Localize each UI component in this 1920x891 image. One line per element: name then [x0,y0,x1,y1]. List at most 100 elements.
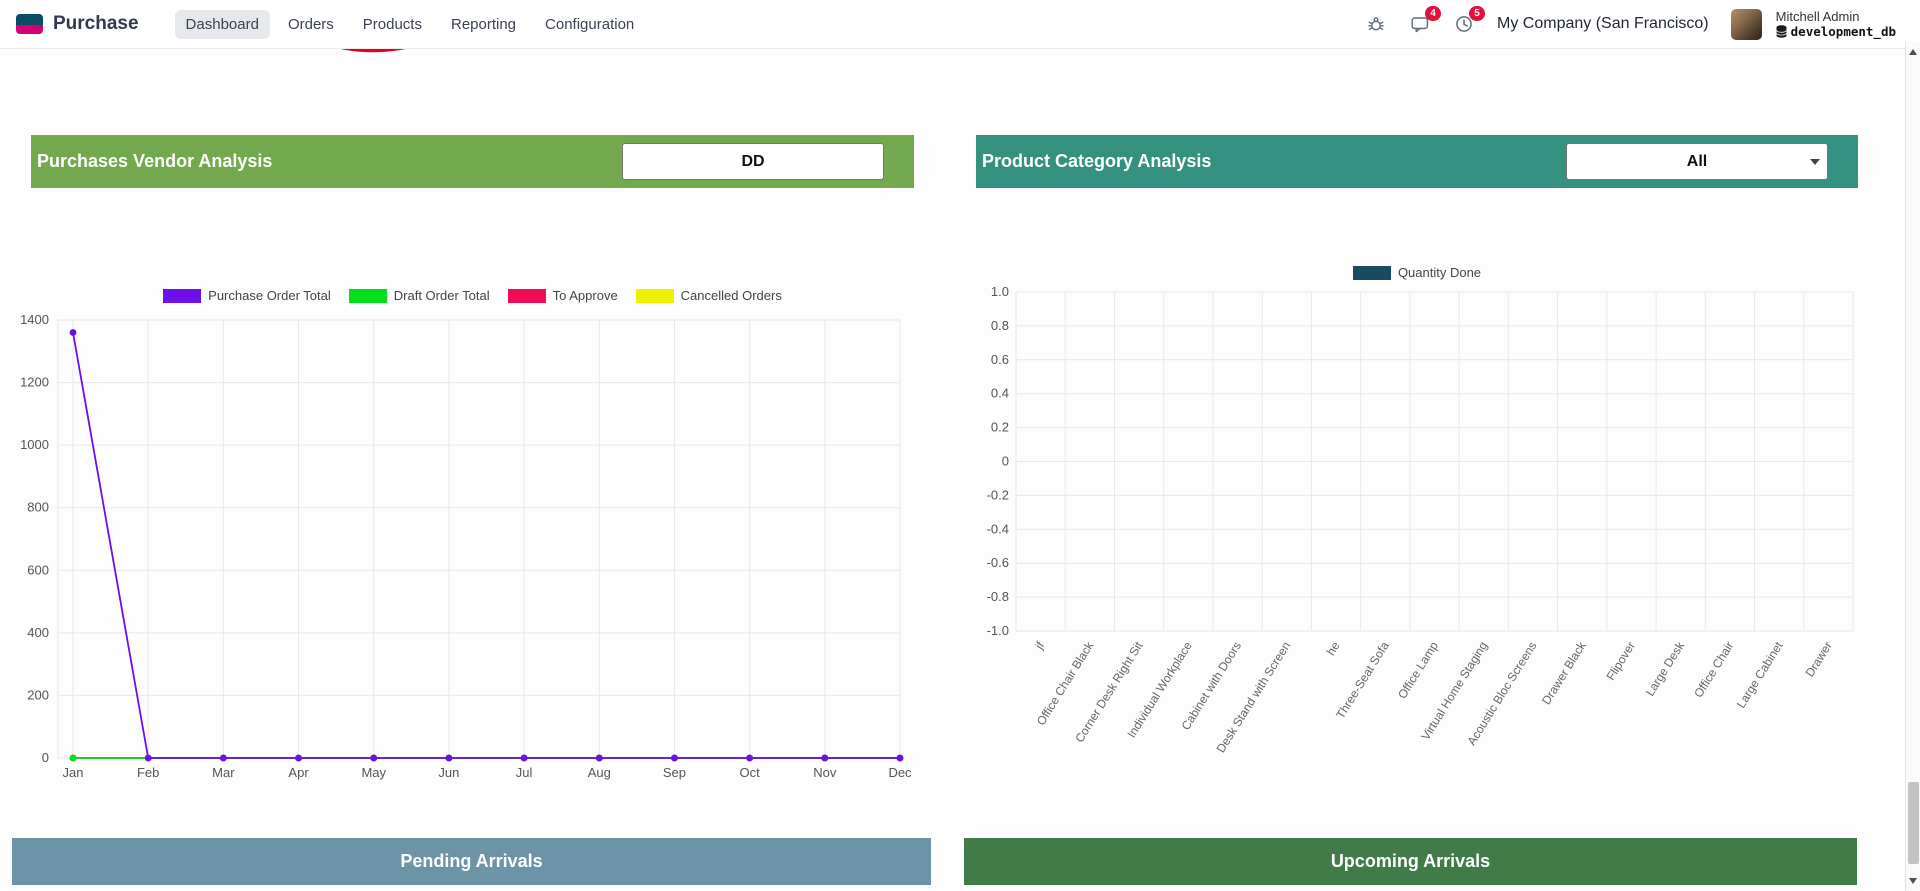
category-chart-legend: Quantity Done [976,265,1858,280]
x-axis-label: Feb [137,765,159,780]
purchase-app-icon[interactable] [16,14,43,34]
scroll-down-arrow-icon[interactable] [1906,874,1920,888]
y-axis-label: 400 [27,625,49,640]
vendor-analysis-title: Purchases Vendor Analysis [37,151,273,171]
legend-item[interactable]: Purchase Order Total [163,288,331,303]
x-axis-label: Nov [813,765,837,780]
vendor-analysis-line-chart[interactable]: 0 200 400 600 800 1000 1200 1400 Jan Feb Mar Apr May… [8,310,921,790]
x-axis-label: Drawer [1803,639,1835,679]
category-filter-select[interactable]: All [1566,143,1828,180]
data-point [671,754,678,762]
data-point [520,754,528,762]
legend-swatch-icon [348,288,387,303]
data-point [370,754,378,762]
y-axis-label: 1200 [20,375,49,390]
category-analysis-bar-chart[interactable]: -1.0 -0.8 -0.6 -0.4 -0.2 0 0.2 0.4 0.6 0.8 1.0 jf Of… [976,284,1858,779]
scrollbar-thumb[interactable] [1908,782,1919,864]
activities-icon[interactable]: 5 [1453,6,1486,35]
bug-icon-svg [1368,17,1384,31]
legend-label: Purchase Order Total [208,288,331,303]
y-axis-label: 0.4 [991,386,1009,401]
upcoming-arrivals-header: Upcoming Arrivals [964,838,1857,885]
data-point [445,754,453,762]
company-switcher[interactable]: My Company (San Francisco) [1497,15,1709,32]
app-icon-bottom-band [16,24,43,34]
category-analysis-header: Product Category Analysis All [976,135,1858,188]
vendor-chart-legend: Purchase Order Total Draft Order Total To … [31,288,914,303]
menu-item-products[interactable]: Products [362,15,422,33]
x-axis-label: Apr [288,765,309,780]
x-axis-label: Jul [516,765,533,780]
clock-icon [1456,16,1472,32]
y-axis-label: 1000 [20,437,49,452]
app-name[interactable]: Purchase [53,13,139,34]
chat-bubble-icon [1411,16,1429,32]
x-axis-label: jf [1032,639,1048,653]
legend-item[interactable]: Quantity Done [1352,265,1481,280]
menu-item-configuration[interactable]: Configuration [545,15,635,33]
vendor-analysis-header: Purchases Vendor Analysis DD [31,135,914,188]
x-axis-label: Aug [588,765,611,780]
y-axis-label: 1400 [20,312,49,327]
legend-label: Cancelled Orders [680,288,782,303]
x-axis-label: Large Desk [1643,638,1688,698]
legend-label: To Approve [552,288,618,303]
legend-item[interactable]: To Approve [507,288,618,303]
legend-swatch-icon [507,288,546,303]
x-axis-label: Jan [63,765,84,780]
category-analysis-title: Product Category Analysis [982,151,1212,171]
y-axis-label: 1.0 [991,284,1009,299]
x-axis-label: Mar [212,765,235,780]
y-axis-label: 600 [27,562,49,577]
vendor-filter-select[interactable]: DD [622,143,884,180]
y-axis-label: -0.6 [987,555,1009,570]
y-axis-label: -0.8 [987,589,1009,604]
navbar-left: Purchase Dashboard Orders Products Repor… [16,0,645,48]
data-point [69,329,77,336]
y-axis-label: 800 [27,500,49,515]
database-name: development_db [1790,24,1896,40]
legend-item[interactable]: Draft Order Total [348,288,490,303]
x-axis-label: Sep [663,765,686,780]
activities-badge: 5 [1469,6,1486,21]
data-point [821,754,829,762]
x-axis-label: Flipover [1603,639,1637,683]
x-axis-label: he [1324,639,1343,658]
y-axis-label: 200 [27,687,49,702]
pending-arrivals-header: Pending Arrivals [12,838,931,885]
app-icon-top-band [16,14,43,25]
vertical-scrollbar[interactable] [1905,42,1920,891]
vendor-filter-value: DD [741,152,765,170]
user-menu[interactable]: Mitchell Admin development_db [1776,9,1896,40]
upcoming-arrivals-title: Upcoming Arrivals [1330,851,1491,871]
legend-item[interactable]: Cancelled Orders [635,288,782,303]
data-point [746,754,754,762]
top-navbar: Purchase Dashboard Orders Products Repor… [0,0,1920,49]
data-point [595,754,603,762]
data-point [144,754,152,762]
menu-item-dashboard[interactable]: Dashboard [174,9,270,39]
avatar[interactable] [1730,8,1762,40]
y-axis-label: 0.2 [991,420,1009,435]
messages-badge: 4 [1425,6,1442,21]
bug-icon[interactable] [1365,13,1387,35]
line-series [72,332,900,759]
legend-swatch-icon [635,288,674,303]
y-axis-label: 0.8 [991,318,1009,333]
menu-item-orders[interactable]: Orders [287,15,334,33]
scroll-up-arrow-icon[interactable] [1906,45,1920,59]
legend-label: Draft Order Total [393,288,490,303]
x-axis-label: May [361,765,386,780]
messages-icon[interactable]: 4 [1409,6,1442,35]
data-point [295,754,302,762]
x-axis-label: Office Lamp [1395,639,1441,701]
y-axis-label: 0.6 [991,352,1009,367]
data-point [219,754,227,762]
y-axis-label: -0.4 [987,521,1009,536]
legend-swatch-icon [1352,265,1391,280]
x-axis-label: Drawer Black [1539,638,1589,707]
x-axis-label: Oct [740,765,761,780]
database-icon [1775,25,1787,38]
x-axis-label: Three-Seat Sofa [1333,639,1392,721]
menu-item-reporting[interactable]: Reporting [450,15,517,33]
